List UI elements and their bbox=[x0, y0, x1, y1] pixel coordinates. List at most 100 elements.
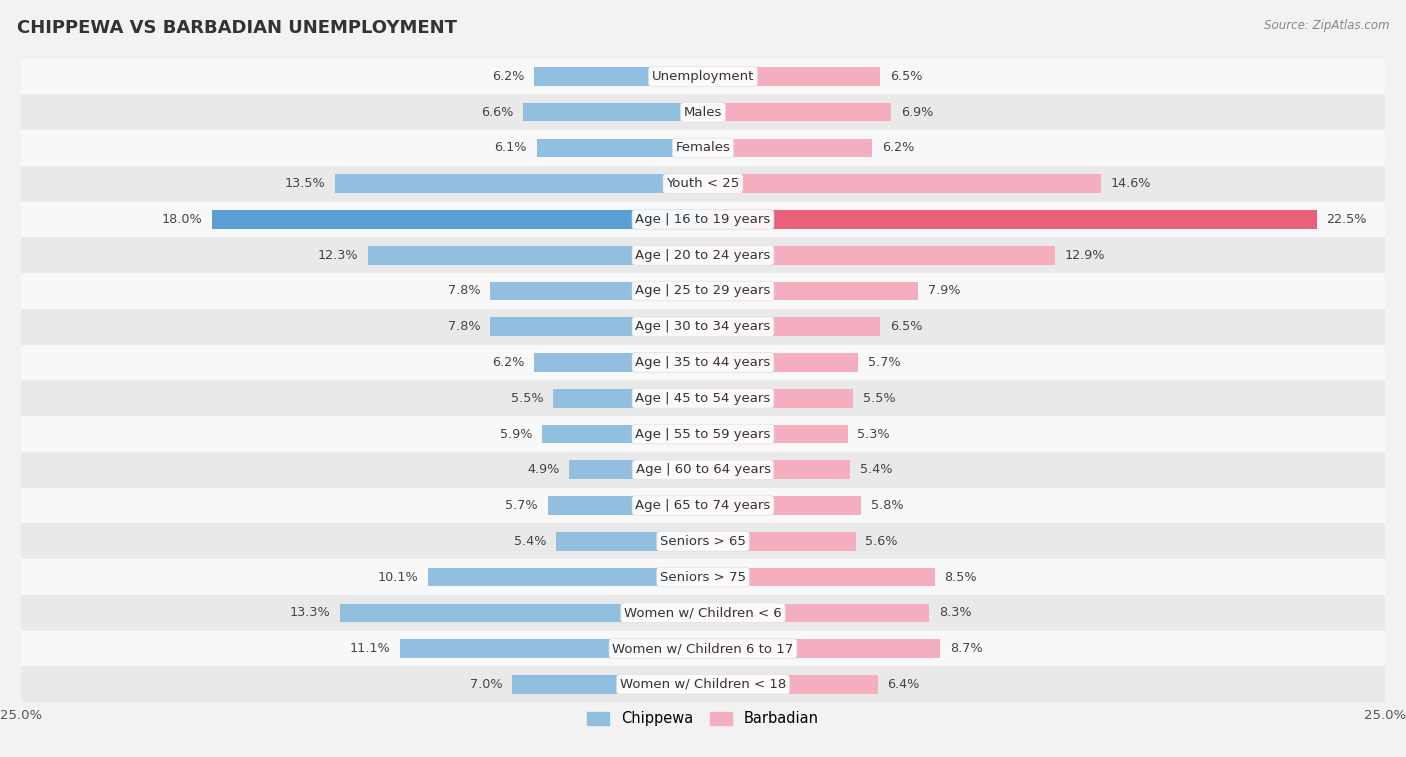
Bar bbox=[335, 174, 703, 193]
Bar bbox=[543, 425, 703, 444]
Bar bbox=[21, 130, 1385, 166]
Bar bbox=[534, 67, 703, 86]
Text: 5.5%: 5.5% bbox=[510, 392, 544, 405]
Text: 6.1%: 6.1% bbox=[495, 142, 527, 154]
Text: Women w/ Children < 18: Women w/ Children < 18 bbox=[620, 678, 786, 691]
Text: 5.9%: 5.9% bbox=[501, 428, 533, 441]
Bar bbox=[547, 497, 703, 515]
Bar bbox=[21, 595, 1385, 631]
Bar bbox=[703, 675, 877, 693]
Bar bbox=[367, 246, 703, 264]
Bar bbox=[21, 238, 1385, 273]
Text: 7.8%: 7.8% bbox=[449, 320, 481, 333]
Bar bbox=[21, 488, 1385, 523]
Text: 5.3%: 5.3% bbox=[858, 428, 890, 441]
Text: 7.0%: 7.0% bbox=[470, 678, 502, 691]
Bar bbox=[21, 523, 1385, 559]
Bar bbox=[703, 603, 929, 622]
Bar bbox=[21, 166, 1385, 201]
Text: CHIPPEWA VS BARBADIAN UNEMPLOYMENT: CHIPPEWA VS BARBADIAN UNEMPLOYMENT bbox=[17, 19, 457, 37]
Bar bbox=[21, 666, 1385, 702]
Text: Women w/ Children < 6: Women w/ Children < 6 bbox=[624, 606, 782, 619]
Bar bbox=[21, 309, 1385, 344]
Bar bbox=[703, 497, 862, 515]
Bar bbox=[21, 273, 1385, 309]
Bar bbox=[703, 389, 853, 407]
Text: 12.3%: 12.3% bbox=[318, 249, 359, 262]
Text: 5.4%: 5.4% bbox=[513, 534, 546, 548]
Text: 7.9%: 7.9% bbox=[928, 285, 960, 298]
Bar bbox=[703, 174, 1101, 193]
Bar bbox=[703, 103, 891, 121]
Text: Age | 35 to 44 years: Age | 35 to 44 years bbox=[636, 356, 770, 369]
Bar bbox=[212, 210, 703, 229]
Bar bbox=[340, 603, 703, 622]
Text: Youth < 25: Youth < 25 bbox=[666, 177, 740, 190]
Bar bbox=[21, 559, 1385, 595]
Text: Age | 16 to 19 years: Age | 16 to 19 years bbox=[636, 213, 770, 226]
Text: 13.3%: 13.3% bbox=[290, 606, 330, 619]
Text: 7.8%: 7.8% bbox=[449, 285, 481, 298]
Text: Males: Males bbox=[683, 106, 723, 119]
Bar bbox=[703, 639, 941, 658]
Text: 11.1%: 11.1% bbox=[350, 642, 391, 655]
Text: Source: ZipAtlas.com: Source: ZipAtlas.com bbox=[1264, 19, 1389, 32]
Text: 8.3%: 8.3% bbox=[939, 606, 972, 619]
Bar bbox=[491, 282, 703, 301]
Text: 6.2%: 6.2% bbox=[492, 356, 524, 369]
Text: Age | 65 to 74 years: Age | 65 to 74 years bbox=[636, 499, 770, 512]
Bar bbox=[21, 416, 1385, 452]
Bar bbox=[534, 354, 703, 372]
Bar bbox=[569, 460, 703, 479]
Text: 6.6%: 6.6% bbox=[481, 106, 513, 119]
Text: 5.7%: 5.7% bbox=[505, 499, 538, 512]
Text: Age | 30 to 34 years: Age | 30 to 34 years bbox=[636, 320, 770, 333]
Bar bbox=[21, 452, 1385, 488]
Bar bbox=[703, 210, 1317, 229]
Text: 10.1%: 10.1% bbox=[377, 571, 418, 584]
Text: 5.4%: 5.4% bbox=[860, 463, 893, 476]
Bar bbox=[512, 675, 703, 693]
Text: 6.4%: 6.4% bbox=[887, 678, 920, 691]
Text: 13.5%: 13.5% bbox=[284, 177, 325, 190]
Bar bbox=[703, 532, 856, 550]
Bar bbox=[21, 380, 1385, 416]
Text: 12.9%: 12.9% bbox=[1064, 249, 1105, 262]
Text: 14.6%: 14.6% bbox=[1111, 177, 1152, 190]
Bar bbox=[21, 631, 1385, 666]
Text: 4.9%: 4.9% bbox=[527, 463, 560, 476]
Text: Age | 20 to 24 years: Age | 20 to 24 years bbox=[636, 249, 770, 262]
Bar bbox=[703, 67, 880, 86]
Text: 6.5%: 6.5% bbox=[890, 70, 922, 83]
Bar bbox=[401, 639, 703, 658]
Text: Unemployment: Unemployment bbox=[652, 70, 754, 83]
Bar bbox=[21, 95, 1385, 130]
Bar bbox=[703, 139, 872, 157]
Text: 18.0%: 18.0% bbox=[162, 213, 202, 226]
Bar bbox=[553, 389, 703, 407]
Bar bbox=[703, 354, 859, 372]
Bar bbox=[703, 246, 1054, 264]
Bar bbox=[21, 344, 1385, 380]
Text: 6.2%: 6.2% bbox=[492, 70, 524, 83]
Text: 22.5%: 22.5% bbox=[1326, 213, 1367, 226]
Text: Seniors > 65: Seniors > 65 bbox=[659, 534, 747, 548]
Text: 5.8%: 5.8% bbox=[870, 499, 904, 512]
Text: Age | 45 to 54 years: Age | 45 to 54 years bbox=[636, 392, 770, 405]
Text: Age | 25 to 29 years: Age | 25 to 29 years bbox=[636, 285, 770, 298]
Bar bbox=[21, 58, 1385, 95]
Text: Age | 55 to 59 years: Age | 55 to 59 years bbox=[636, 428, 770, 441]
Text: Females: Females bbox=[675, 142, 731, 154]
Bar bbox=[703, 460, 851, 479]
Bar bbox=[555, 532, 703, 550]
Text: Age | 60 to 64 years: Age | 60 to 64 years bbox=[636, 463, 770, 476]
Text: 5.7%: 5.7% bbox=[868, 356, 901, 369]
Bar bbox=[703, 425, 848, 444]
Bar bbox=[427, 568, 703, 587]
Bar bbox=[21, 201, 1385, 238]
Text: Seniors > 75: Seniors > 75 bbox=[659, 571, 747, 584]
Text: 5.5%: 5.5% bbox=[862, 392, 896, 405]
Bar bbox=[703, 317, 880, 336]
Text: 6.2%: 6.2% bbox=[882, 142, 914, 154]
Bar bbox=[537, 139, 703, 157]
